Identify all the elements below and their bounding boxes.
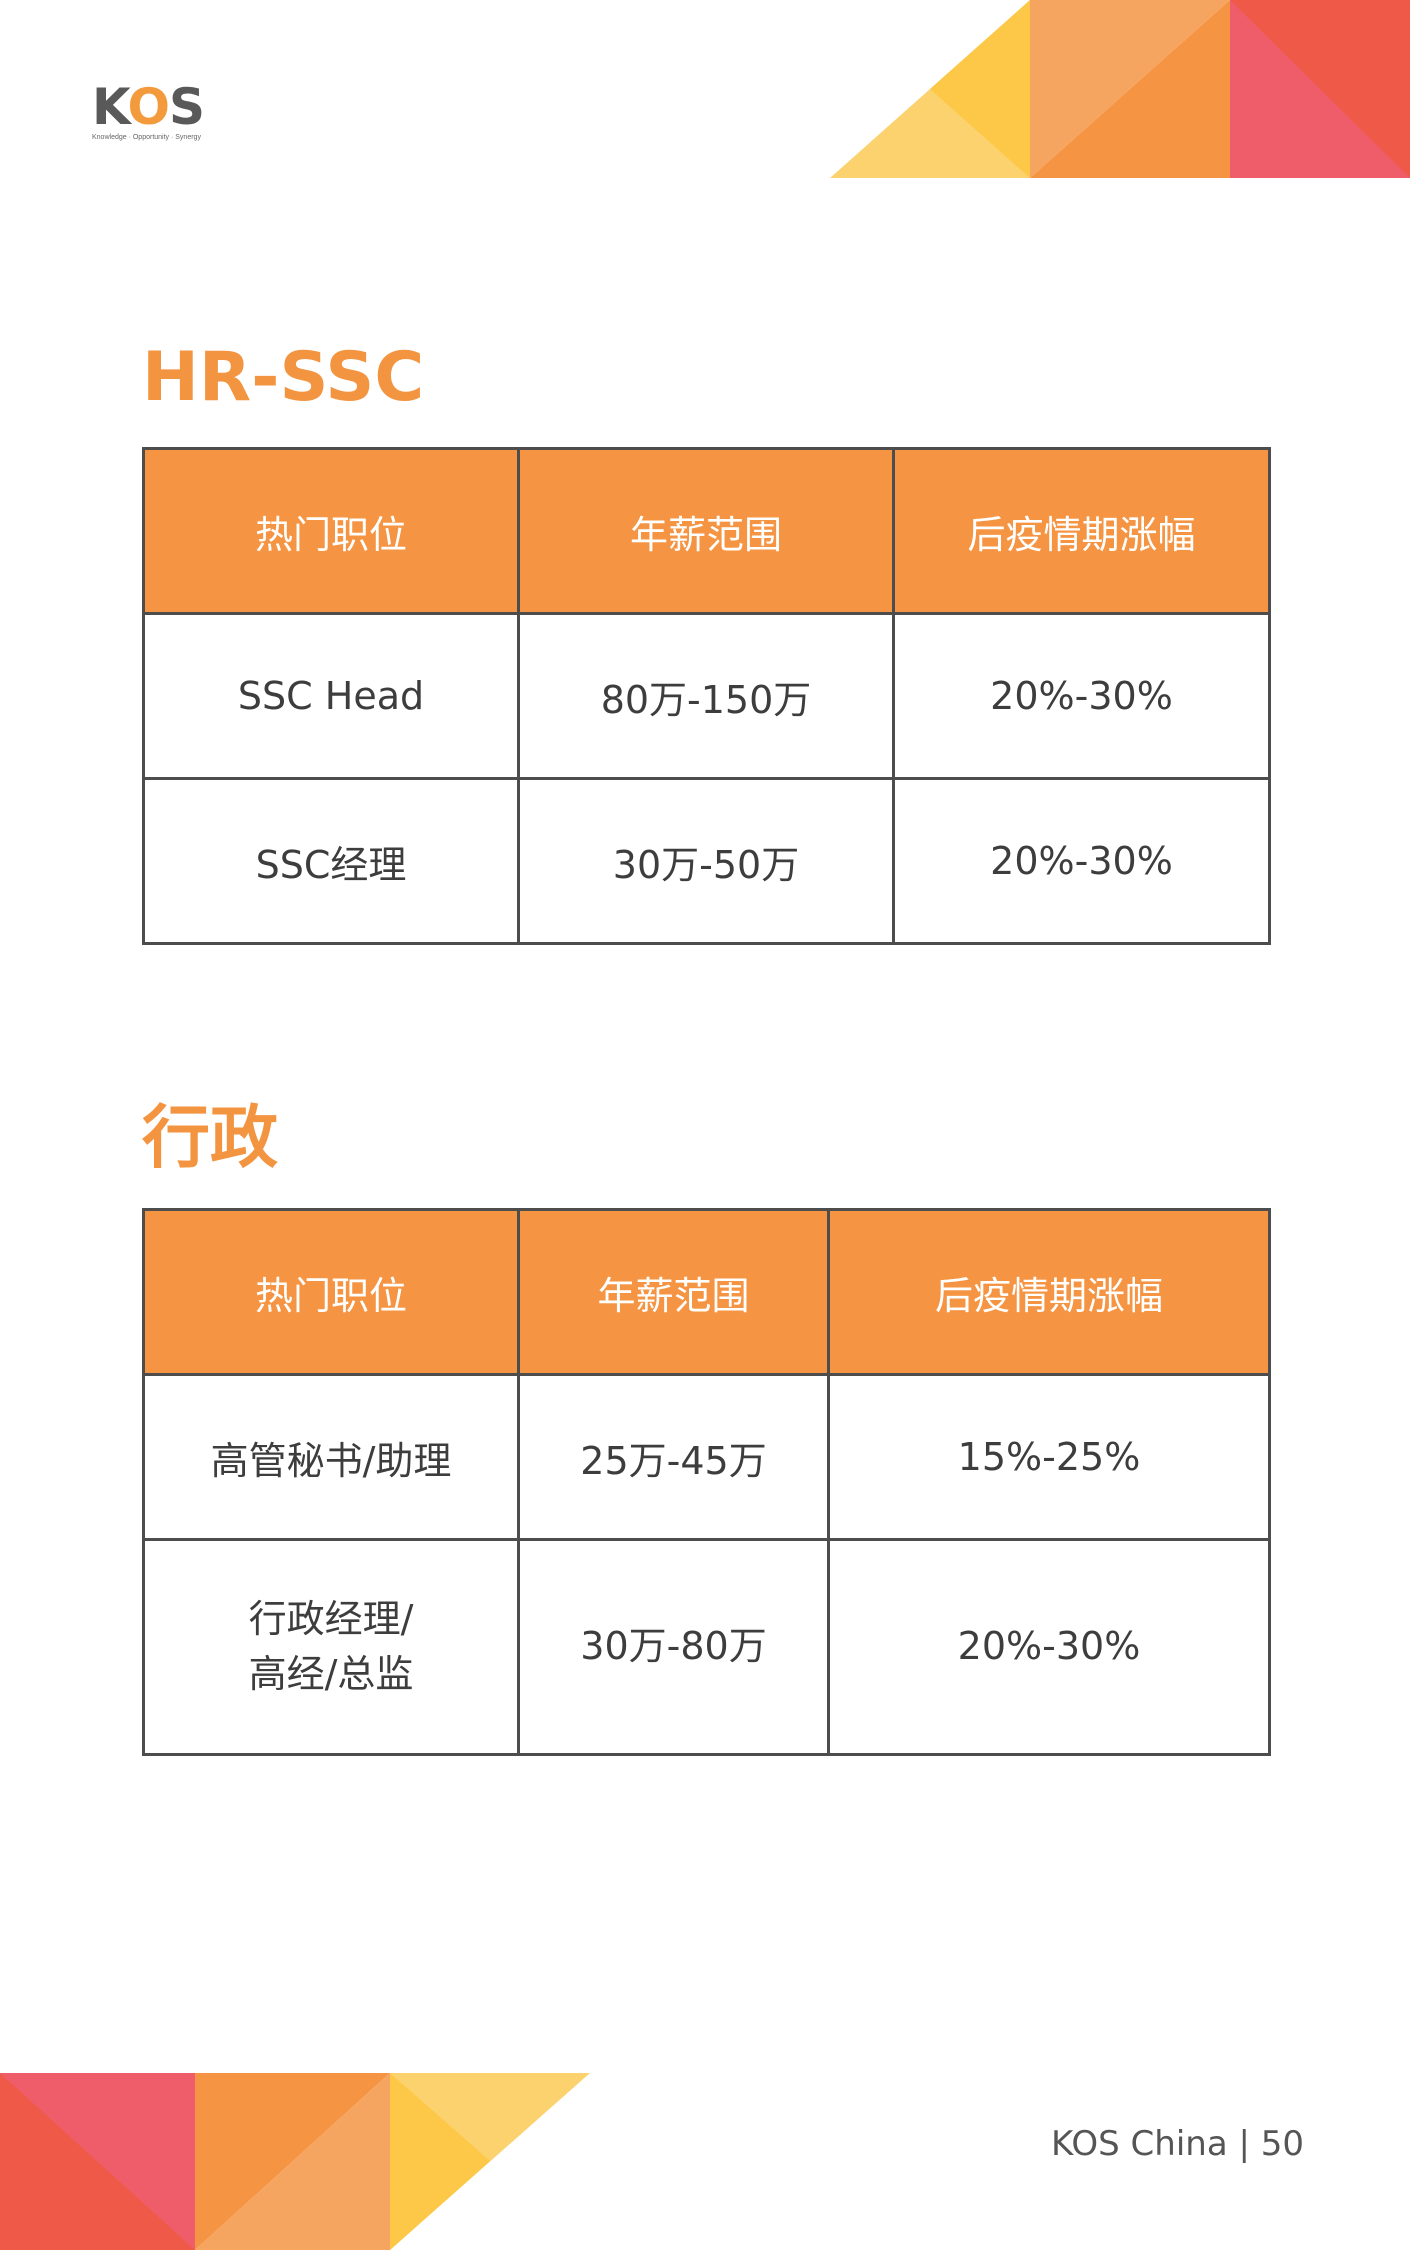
logo-tagline: Knowledge · Opportunity · Synergy [92, 134, 201, 141]
cell-position-line2: 高经/总监 [248, 1652, 414, 1696]
cell-increase: 20%-30% [892, 777, 1271, 945]
cell-increase: 20%-30% [827, 1538, 1271, 1756]
header-cell-salary: 年薪范围 [517, 447, 895, 615]
header-cell-increase: 后疫情期涨幅 [827, 1208, 1271, 1376]
cell-position: SSC Head [142, 612, 520, 780]
header-cell-position: 热门职位 [142, 1208, 520, 1376]
cell-position: 高管秘书/助理 [142, 1373, 520, 1541]
page-footer: KOS China | 50 [1050, 2124, 1304, 2164]
cell-increase: 20%-30% [892, 612, 1271, 780]
cell-salary: 30万-80万 [517, 1538, 830, 1756]
table-row: 行政经理/ 高经/总监 30万-80万 20%-30% [142, 1538, 1271, 1756]
table-header-row: 热门职位 年薪范围 后疫情期涨幅 [142, 1208, 1271, 1376]
cell-position: 行政经理/ 高经/总监 [142, 1538, 520, 1756]
top-right-decoration [830, 0, 1410, 178]
section-title-hr-ssc: HR-SSC [142, 338, 425, 417]
cell-salary: 25万-45万 [517, 1373, 830, 1541]
table-row: SSC Head 80万-150万 20%-30% [142, 612, 1271, 780]
admin-table: 热门职位 年薪范围 后疫情期涨幅 高管秘书/助理 25万-45万 15%-25%… [142, 1208, 1271, 1756]
kos-logo: KOS Knowledge · Opportunity · Synergy [92, 78, 205, 141]
logo-wordmark: KOS [92, 78, 205, 136]
cell-salary: 80万-150万 [517, 612, 895, 780]
header-cell-increase: 后疫情期涨幅 [892, 447, 1271, 615]
table-row: SSC经理 30万-50万 20%-30% [142, 777, 1271, 945]
hr-ssc-table: 热门职位 年薪范围 后疫情期涨幅 SSC Head 80万-150万 20%-3… [142, 447, 1271, 945]
table-row: 高管秘书/助理 25万-45万 15%-25% [142, 1373, 1271, 1541]
cell-increase: 15%-25% [827, 1373, 1271, 1541]
header-cell-position: 热门职位 [142, 447, 520, 615]
section-title-admin: 行政 [142, 1099, 279, 1178]
cell-position-line1: 行政经理/ [248, 1596, 414, 1641]
header-cell-salary: 年薪范围 [517, 1208, 830, 1376]
cell-salary: 30万-50万 [517, 777, 895, 945]
table-header-row: 热门职位 年薪范围 后疫情期涨幅 [142, 447, 1271, 615]
bottom-left-decoration [0, 2073, 590, 2250]
cell-position: SSC经理 [142, 777, 520, 945]
